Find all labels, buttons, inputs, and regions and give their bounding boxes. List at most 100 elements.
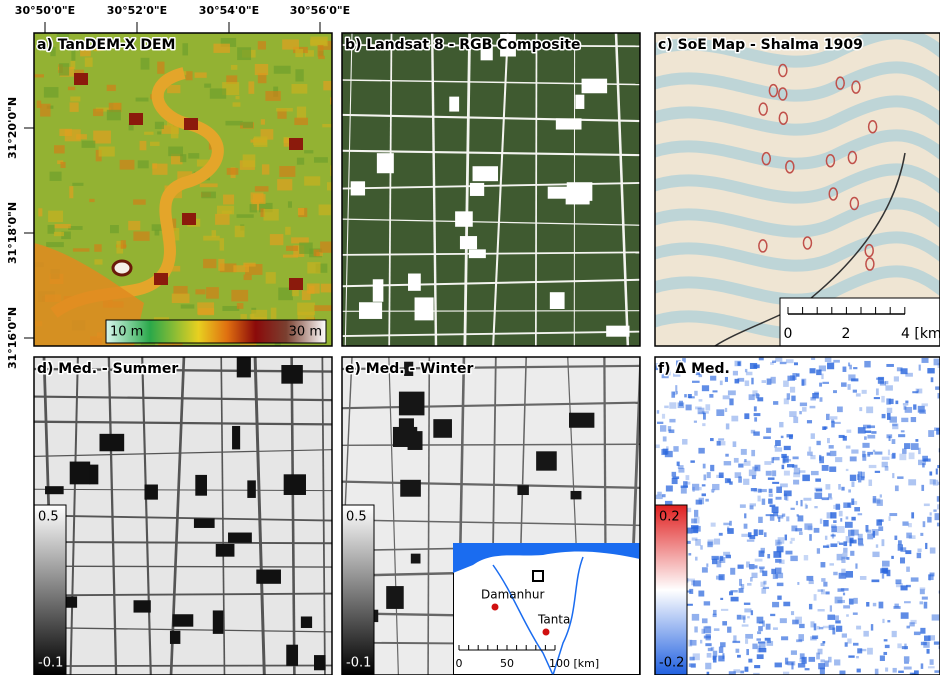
terrain xyxy=(244,275,252,281)
block xyxy=(256,570,281,584)
change-pixel xyxy=(884,639,888,641)
change-pixel xyxy=(692,527,698,533)
change-pixel xyxy=(678,402,685,408)
block xyxy=(232,426,240,449)
panel-title: c) SoE Map - Shalma 1909 xyxy=(658,37,863,53)
change-pixel xyxy=(852,501,858,505)
change-pixel xyxy=(758,626,763,631)
change-pixel xyxy=(847,638,851,643)
change-pixel xyxy=(848,489,851,492)
block xyxy=(550,292,565,309)
change-pixel xyxy=(850,540,856,544)
block xyxy=(571,491,582,499)
legend-label: 10 m xyxy=(110,325,143,340)
change-pixel xyxy=(729,591,733,595)
change-pixel xyxy=(856,626,861,630)
change-pixel xyxy=(873,603,876,606)
terrain xyxy=(212,230,216,237)
change-pixel xyxy=(841,487,844,491)
change-pixel xyxy=(819,627,823,629)
terrain xyxy=(204,84,211,88)
change-pixel xyxy=(934,359,940,366)
change-pixel xyxy=(809,534,812,541)
terrain xyxy=(327,182,335,190)
field-line xyxy=(34,566,334,567)
change-pixel xyxy=(771,377,776,384)
terrain xyxy=(40,104,50,117)
change-pixel xyxy=(932,614,940,620)
change-pixel xyxy=(882,561,890,567)
terrain xyxy=(128,221,140,230)
terrain xyxy=(231,65,237,70)
change-pixel xyxy=(834,422,840,424)
terrain xyxy=(157,62,164,74)
change-pixel xyxy=(872,580,880,583)
change-pixel xyxy=(703,464,706,469)
change-pixel xyxy=(683,481,687,487)
change-pixel xyxy=(860,649,866,651)
change-pixel xyxy=(825,536,827,540)
change-pixel xyxy=(853,598,857,604)
change-pixel xyxy=(846,571,853,578)
change-pixel xyxy=(851,378,858,381)
change-pixel xyxy=(689,657,694,661)
block xyxy=(536,451,557,470)
change-pixel xyxy=(758,496,761,502)
change-pixel xyxy=(704,474,707,480)
block xyxy=(359,302,382,319)
change-pixel xyxy=(747,540,754,542)
change-pixel xyxy=(931,377,934,382)
change-pixel xyxy=(725,377,728,382)
terrain xyxy=(136,98,149,102)
change-pixel xyxy=(818,609,825,611)
change-pixel xyxy=(762,499,765,505)
terrain xyxy=(167,85,180,93)
change-pixel xyxy=(731,597,739,602)
change-pixel xyxy=(733,669,740,673)
change-pixel xyxy=(748,659,752,663)
change-pixel xyxy=(865,431,871,433)
change-pixel xyxy=(835,620,840,623)
change-pixel xyxy=(799,658,805,662)
change-pixel xyxy=(819,456,824,463)
change-pixel xyxy=(821,578,825,582)
change-pixel xyxy=(777,596,781,600)
change-pixel xyxy=(758,641,766,643)
change-pixel xyxy=(835,457,842,462)
block xyxy=(45,486,64,494)
terrain xyxy=(182,43,188,55)
change-pixel xyxy=(769,493,773,496)
change-pixel xyxy=(810,406,816,409)
change-pixel xyxy=(743,479,749,485)
change-pixel xyxy=(889,513,897,516)
change-pixel xyxy=(727,627,731,633)
settlement xyxy=(129,113,143,125)
change-pixel xyxy=(900,557,905,563)
change-pixel xyxy=(928,666,935,668)
change-pixel xyxy=(934,670,940,673)
terrain xyxy=(295,49,303,57)
change-pixel xyxy=(744,413,749,419)
terrain xyxy=(172,294,190,303)
change-pixel xyxy=(811,358,815,360)
field-line xyxy=(536,33,537,353)
change-pixel xyxy=(935,513,940,520)
change-pixel xyxy=(694,391,697,396)
change-pixel xyxy=(752,475,756,479)
change-pixel xyxy=(781,636,788,640)
terrain xyxy=(291,84,307,94)
map-panel: 0.5-0.1 xyxy=(34,357,334,675)
change-pixel xyxy=(929,574,931,580)
change-pixel xyxy=(849,599,854,605)
change-pixel xyxy=(657,410,659,414)
terrain xyxy=(310,39,327,44)
change-pixel xyxy=(872,529,879,536)
change-pixel xyxy=(750,505,754,509)
terrain xyxy=(107,110,121,121)
change-pixel xyxy=(879,602,884,609)
block xyxy=(400,480,421,497)
change-pixel xyxy=(723,395,730,399)
change-pixel xyxy=(791,538,795,541)
change-pixel xyxy=(814,528,820,533)
change-pixel xyxy=(760,489,767,492)
